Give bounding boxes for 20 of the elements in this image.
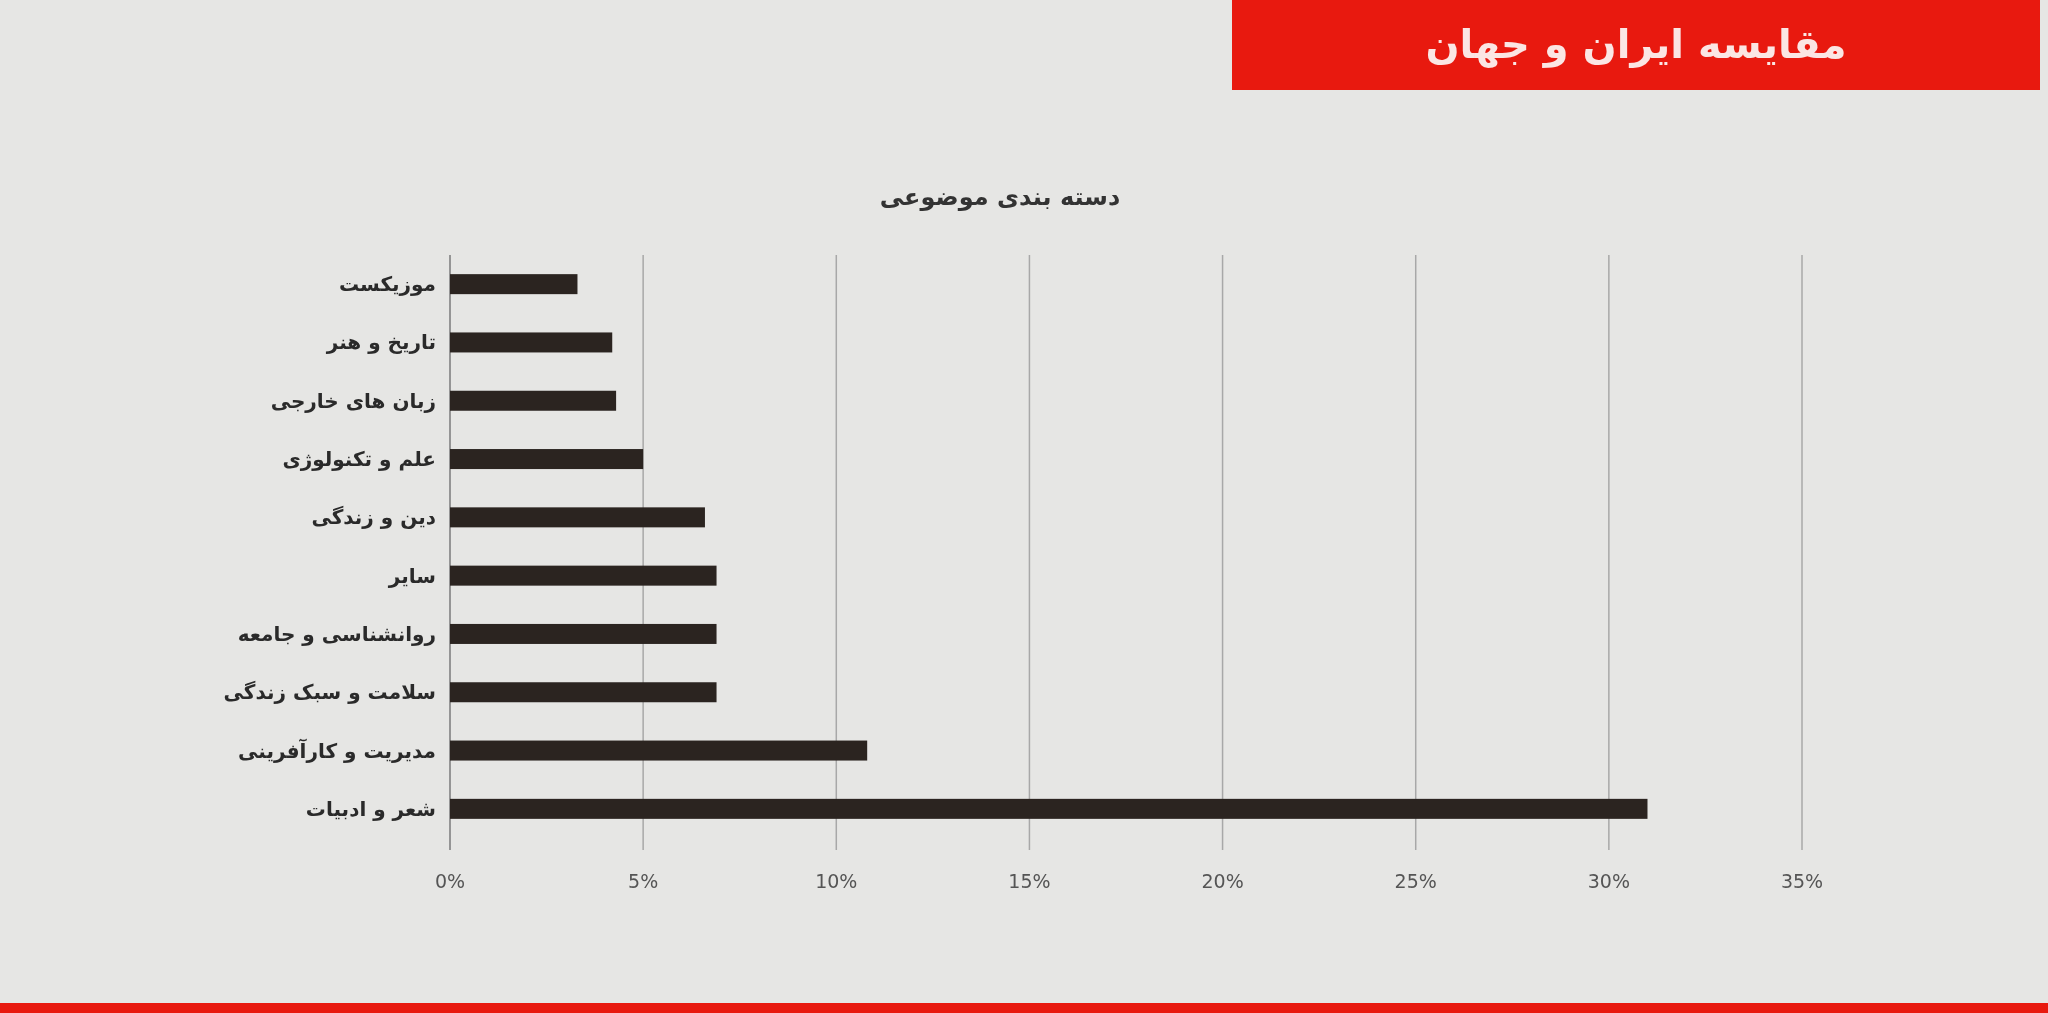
title: مقایسه ایران و جهان: [1425, 21, 1847, 67]
category-label: سلامت و سبک زندگی: [223, 680, 436, 705]
category-label: موزیکست: [338, 272, 436, 297]
x-tick-label: 0%: [434, 870, 466, 892]
category-label: شعر و ادبیات: [305, 796, 436, 821]
x-tick-label: 10%: [815, 870, 858, 892]
x-tick-label: 25%: [1394, 870, 1437, 892]
x-tick-label: 5%: [628, 870, 659, 892]
subtitle: دسته بندی موضوعی: [879, 183, 1121, 211]
x-tick-label: 35%: [1780, 870, 1824, 892]
category-label: دین و زندگی: [311, 505, 436, 530]
category-label: روانشناسی و جامعه: [237, 621, 436, 646]
category-label: سایر: [388, 563, 436, 588]
x-tick-label: 20%: [1201, 870, 1244, 892]
category-label: مدیریت و کارآفرینی: [238, 738, 436, 763]
category-label: زبان های خارجی: [270, 388, 436, 413]
x-tick-label: 15%: [1008, 870, 1051, 892]
x-tick-label: 30%: [1587, 870, 1630, 892]
category-label: تاریخ و هنر: [326, 330, 436, 355]
category-label: علم و تکنولوژی: [282, 447, 436, 472]
